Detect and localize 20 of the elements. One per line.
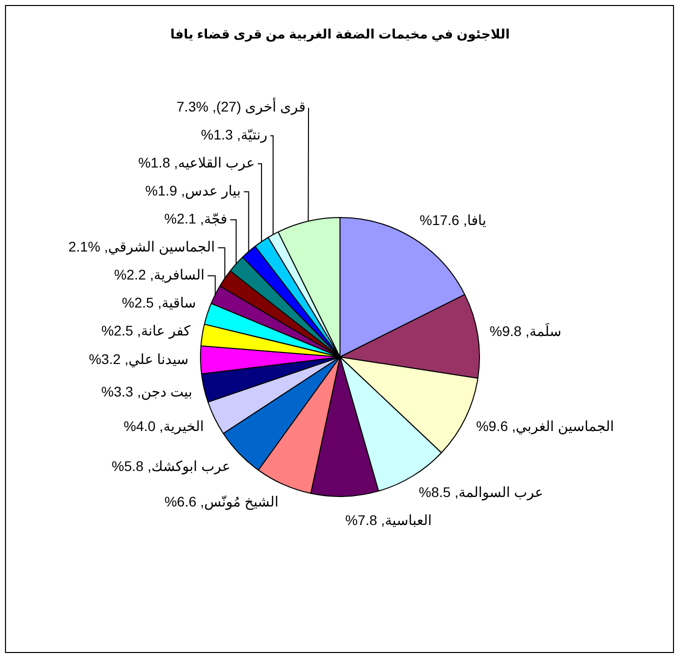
slice-label: فجّة, %2.1 <box>164 210 228 227</box>
slice-label: بيت دجن, %3.3 <box>101 383 192 400</box>
slice-label: كفر عانة, %2.5 <box>101 322 191 340</box>
slice-label: ساقية, %2.5 <box>122 294 196 311</box>
slice-label: بيار عدس, %1.9 <box>145 182 241 200</box>
slice-label: الخيرية, %4.0 <box>124 418 204 435</box>
slice-label: قرى أخرى (27), 7.3% <box>176 98 306 116</box>
slice-label: الجماسين الشرقي, 2.1% <box>68 238 215 256</box>
slice-label: السافرية, %2.2 <box>114 266 205 284</box>
slice-label: عرب القلاعيه, %1.8 <box>138 154 255 172</box>
slice-label: يافا, %17.6 <box>420 212 486 228</box>
slice-label: رنتيّة, %1.3 <box>201 126 268 144</box>
slice-label: سلَمة, %9.8 <box>490 323 562 340</box>
slice-label: عرب ابوكشك, %5.8 <box>112 458 230 476</box>
slice-label: سيدنا علي, %3.2 <box>88 351 189 368</box>
chart-title: اللاجئون في مخيمات الضفة الغربية من قرى قضاء يافا <box>170 26 510 42</box>
slice-label: عرب السوالمة, %8.5 <box>418 484 544 502</box>
slice-label: الشيخ مُونّس, %6.6 <box>164 494 278 511</box>
slice-label: العباسية, %7.8 <box>345 512 432 528</box>
slice-label: الجماسين الغربي, %9.6 <box>476 418 614 435</box>
